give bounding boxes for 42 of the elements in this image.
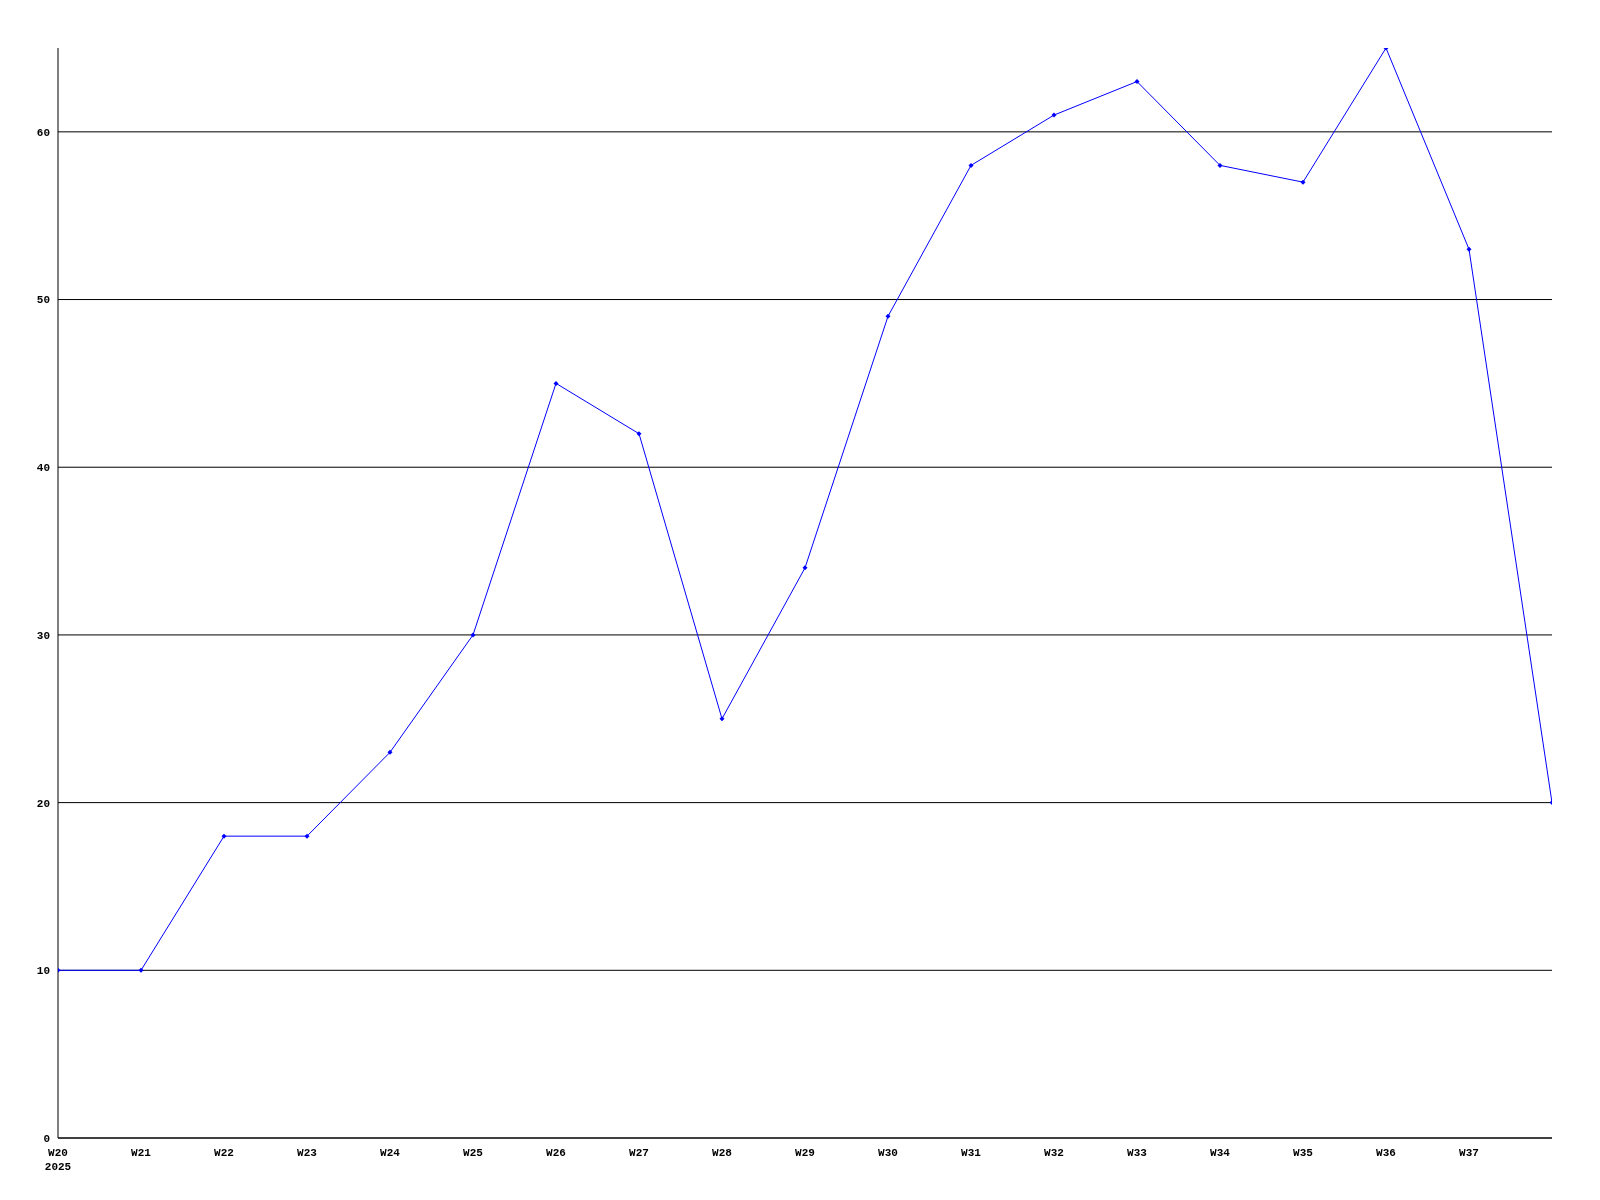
y-tick-label: 60 [36,126,50,139]
x-tick-label: W30 [878,1147,898,1159]
x-tick-label: W24 [380,1147,401,1159]
x-tick-label: W28 [712,1147,733,1159]
x-tick-label: W31 [961,1147,982,1159]
y-tick-label: 10 [36,965,50,978]
x-tick-label: W27 [629,1147,649,1159]
y-tick-label: 0 [43,1132,50,1145]
point [885,313,891,319]
point [1466,246,1472,252]
point [636,431,642,437]
point [1300,179,1306,185]
point [1217,162,1223,168]
x-tick-label: W23 [297,1147,318,1159]
line-series [58,48,1552,973]
x-tick-label: W20 2025 [44,1147,72,1173]
point [553,380,559,386]
point [1051,112,1057,118]
x-tick-label: W21 [131,1147,152,1159]
x-tick-label: W34 [1210,1147,1231,1159]
point [968,162,974,168]
point [719,716,725,722]
y-tick-label: 30 [36,629,50,642]
point [802,565,808,571]
x-tick-label: W29 [795,1147,815,1159]
x-tick-label: W22 [214,1147,234,1159]
point [387,749,393,755]
x-tick-label: W25 [463,1147,484,1159]
x-tick-label: W26 [546,1147,566,1159]
x-tick-label: W32 [1044,1147,1064,1159]
point [138,967,144,973]
x-tick-label: W37 [1459,1147,1479,1159]
y-tick-label: 40 [36,462,50,475]
x-tick-label: W36 [1376,1147,1396,1159]
point [304,833,310,839]
point [1134,79,1140,85]
point [470,632,476,638]
point [221,833,227,839]
y-tick-label: 50 [36,294,50,307]
x-tick-label: W35 [1293,1147,1314,1159]
y-tick-label: 20 [36,797,50,810]
x-tick-label: W33 [1127,1147,1148,1159]
